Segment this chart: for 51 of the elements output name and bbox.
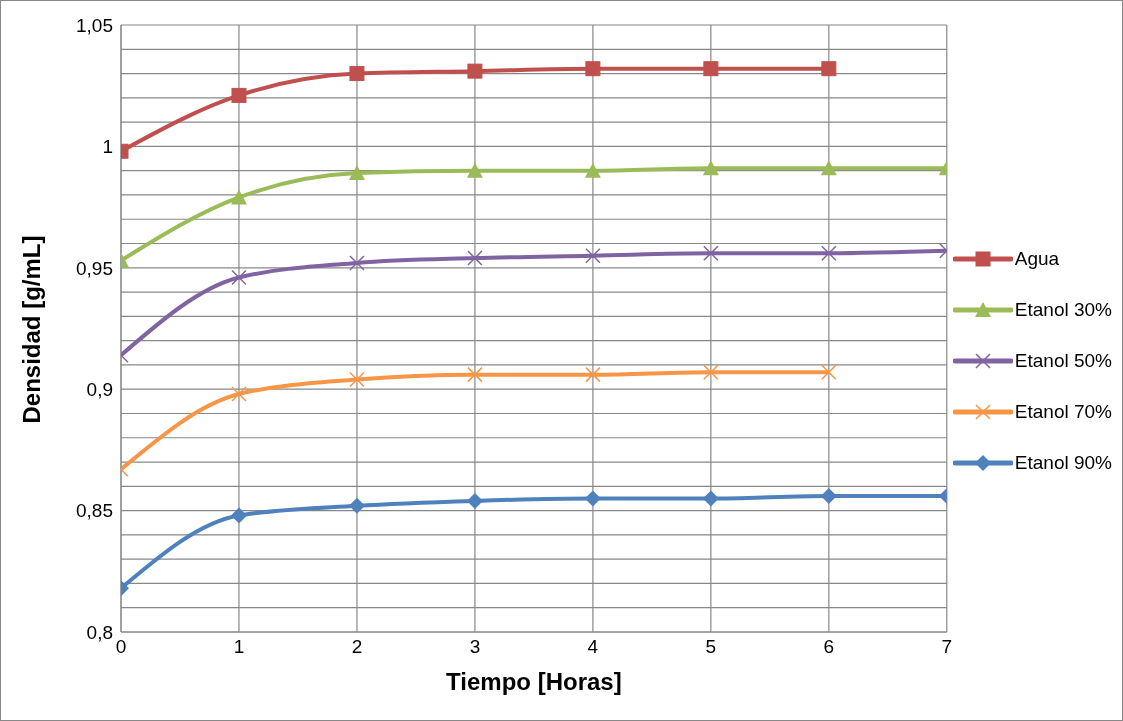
point (820, 488, 837, 505)
point (703, 364, 719, 380)
point (348, 165, 365, 181)
x-tick-label: 5 (705, 636, 717, 658)
point (703, 245, 719, 261)
point (584, 162, 601, 178)
point (230, 189, 247, 205)
point (231, 269, 247, 286)
point (467, 63, 483, 79)
y-tick-label: 1 (102, 136, 113, 158)
x-tick-label: 6 (823, 636, 835, 658)
x-tick-label: 0 (115, 636, 127, 658)
y-tick-label: 0,95 (76, 257, 113, 279)
point (821, 364, 837, 380)
point (467, 366, 483, 383)
point (702, 160, 719, 176)
point (231, 386, 247, 402)
point (349, 255, 365, 271)
x-tick-label: 4 (587, 636, 599, 658)
point (585, 366, 601, 383)
point (349, 66, 365, 82)
y-tick-label: 0,9 (86, 378, 113, 400)
point (703, 61, 719, 77)
point (585, 247, 601, 264)
point (584, 490, 601, 507)
point (348, 497, 365, 514)
x-tick-label: 3 (469, 636, 481, 658)
legend-label: Agua (1014, 247, 1060, 270)
point (466, 492, 483, 509)
legend-label: Etanol 50% (1014, 349, 1112, 372)
x-tick-label: 2 (351, 636, 363, 658)
point (466, 162, 483, 178)
legend-label: Etanol 70% (1014, 400, 1112, 423)
legend-label: Etanol 90% (1014, 451, 1112, 474)
y-tick-label: 0,8 (86, 621, 113, 643)
point (230, 507, 247, 524)
x-tick-label: 1 (233, 636, 245, 658)
point (467, 250, 483, 266)
y-axis-title: Densidad [g/mL] (17, 235, 45, 424)
point (231, 87, 247, 103)
point (349, 371, 365, 388)
y-tick-label: 1,05 (76, 14, 113, 36)
point (702, 490, 719, 507)
x-axis-title: Tiempo [Horas] (446, 668, 622, 695)
x-tick-label: 7 (941, 636, 953, 658)
point (821, 245, 837, 261)
legend-label: Etanol 30% (1014, 298, 1112, 321)
point (820, 160, 837, 176)
point (821, 61, 837, 77)
point (585, 61, 601, 77)
y-tick-label: 0,85 (76, 500, 113, 522)
